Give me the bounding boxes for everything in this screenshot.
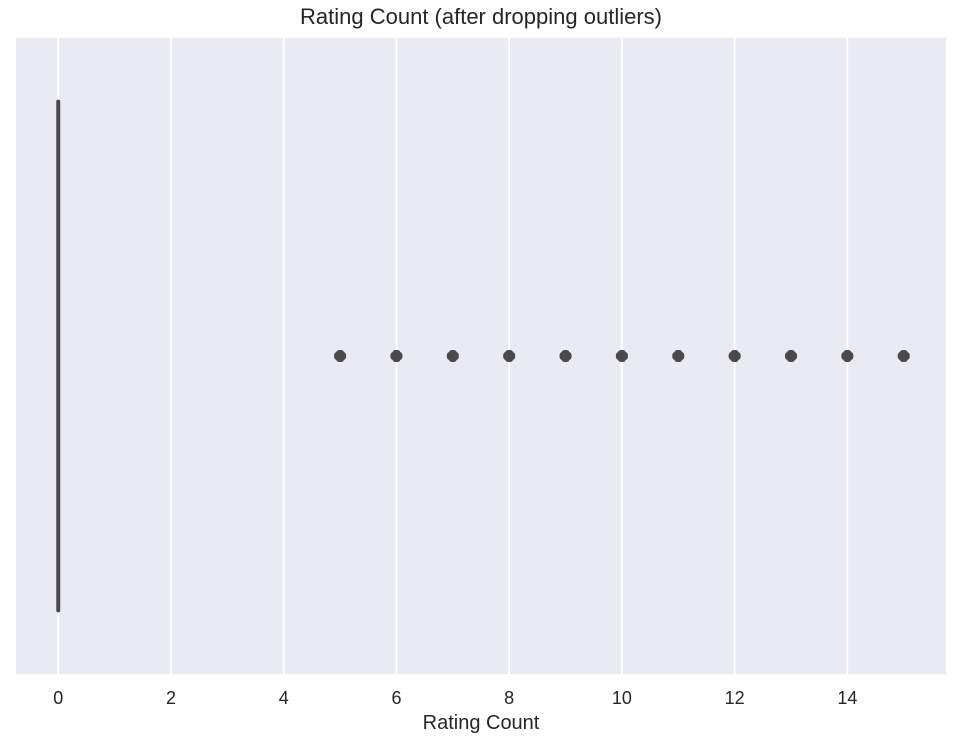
x-tick-label: 10 (612, 688, 632, 708)
outlier-point (841, 350, 854, 362)
plot-area (16, 38, 946, 674)
x-tick-label: 12 (725, 688, 745, 708)
outlier-point (446, 350, 459, 362)
x-tick-label: 6 (391, 688, 401, 708)
outlier-point (559, 350, 572, 362)
chart-title: Rating Count (after dropping outliers) (300, 4, 662, 29)
outlier-point (785, 350, 797, 362)
outlier-point (728, 350, 741, 362)
outlier-point (897, 350, 910, 362)
x-tick-label: 2 (166, 688, 176, 708)
x-tick-label: 14 (837, 688, 857, 708)
outlier-points (334, 350, 910, 362)
x-tick-label: 8 (504, 688, 514, 708)
outlier-point (334, 350, 347, 362)
x-tick-label: 4 (279, 688, 289, 708)
outlier-point (503, 350, 516, 362)
x-axis-ticks: 0 2 4 6 8 10 12 14 (53, 688, 857, 708)
outlier-point (615, 350, 628, 362)
x-axis-label: Rating Count (422, 712, 540, 734)
outlier-point (390, 350, 403, 362)
x-tick-label: 0 (53, 688, 63, 708)
outlier-point (672, 350, 685, 362)
